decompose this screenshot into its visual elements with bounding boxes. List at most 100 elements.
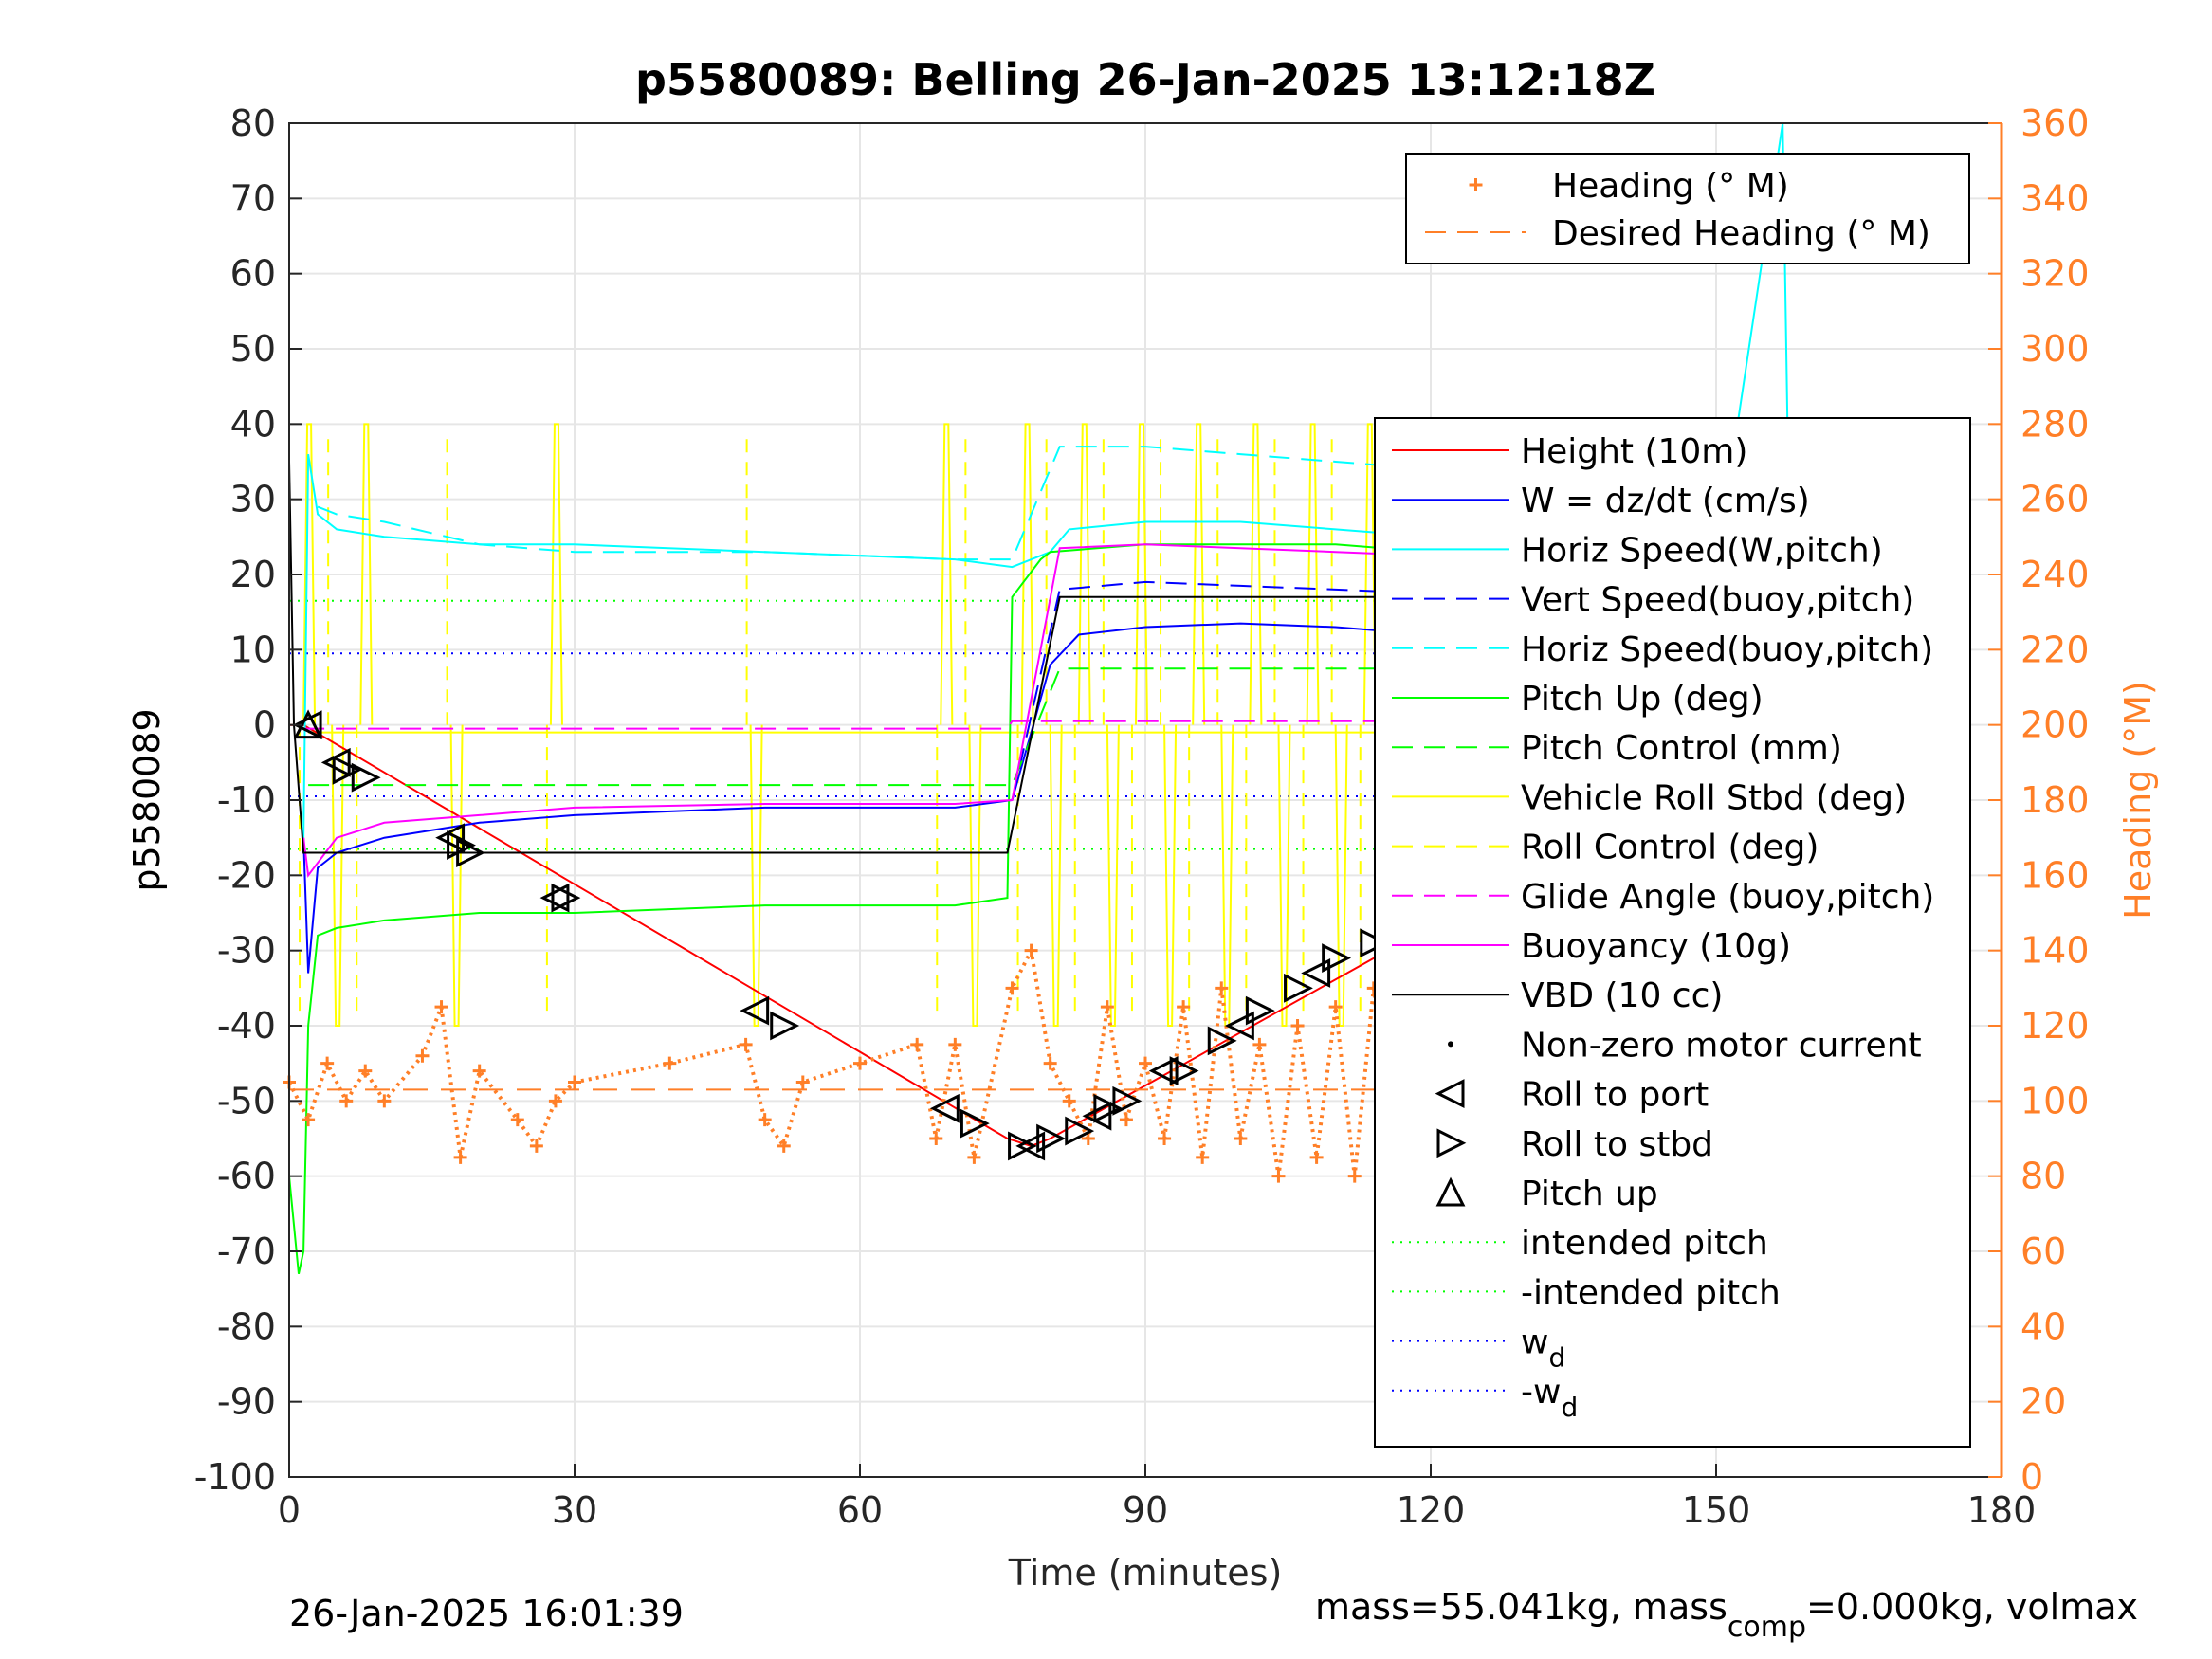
legend-swatch <box>1469 178 1483 191</box>
y-tick-label: -40 <box>217 1005 276 1047</box>
x-tick-label: 150 <box>1682 1489 1751 1531</box>
roll-spike <box>1106 724 1120 1027</box>
heading-point <box>1024 943 1038 957</box>
roll-to-stbd-marker <box>770 1011 800 1041</box>
y2-tick-label: 180 <box>2020 779 2090 821</box>
roll-to-stbd-marker <box>1065 1116 1095 1146</box>
roll-to-stbd-marker <box>1207 1026 1237 1056</box>
roll-spike <box>1306 423 1320 725</box>
y-tick-label: 30 <box>230 479 276 520</box>
roll-to-port-marker <box>1301 958 1331 988</box>
heading-point <box>320 1056 335 1070</box>
roll-to-port-marker <box>740 995 770 1026</box>
legend-main-label: Roll to port <box>1521 1076 1709 1115</box>
roll-to-port-marker <box>1224 1011 1254 1041</box>
legend-main-label: wd <box>1521 1323 1565 1374</box>
heading-point <box>929 1132 943 1145</box>
legend-main-label: Vert Speed(buoy,pitch) <box>1521 581 1914 620</box>
heading-point <box>453 1150 467 1164</box>
roll-to-stbd-marker <box>1008 1131 1037 1161</box>
roll-spike <box>549 423 563 725</box>
heading-point <box>415 1048 430 1063</box>
roll-to-stbd-marker <box>1360 928 1390 958</box>
heading-point <box>1100 1000 1114 1014</box>
heading-point <box>1215 981 1229 995</box>
x-tick-label: 120 <box>1397 1489 1466 1531</box>
y2-tick-label: 280 <box>2020 403 2090 445</box>
roll-spike <box>449 724 464 1027</box>
heading-point <box>1309 1150 1324 1164</box>
y-tick-label: -50 <box>217 1080 276 1121</box>
roll-spike <box>359 423 374 725</box>
footer-mass-info: mass=55.041kg, masscomp=0.000kg, volmax <box>1315 1586 2138 1644</box>
legend-main-label: Roll Control (deg) <box>1521 829 1819 867</box>
heading-point <box>1062 1094 1076 1108</box>
y2-tick-label: 140 <box>2020 930 2090 972</box>
y2-tick-label: 200 <box>2020 704 2090 746</box>
heading-point <box>910 1037 924 1051</box>
legend-main-label: Vehicle Roll Stbd (deg) <box>1521 778 1907 817</box>
roll-to-port-marker <box>929 1093 960 1123</box>
roll-to-port-marker <box>1148 1056 1179 1086</box>
legend-main: Height (10m) W = dz/dt (cm/s) Horiz Speed(… <box>1374 417 1971 1448</box>
roll-spike <box>1020 423 1034 725</box>
y2-tick-label: 300 <box>2020 328 2090 370</box>
legend-main-label: Horiz Speed(buoy,pitch) <box>1521 630 1933 669</box>
y-tick-label: -20 <box>217 854 276 896</box>
roll-spike <box>1334 724 1348 1027</box>
roll-to-stbd-marker <box>1284 973 1313 1003</box>
y2-tick-label: 160 <box>2020 854 2090 896</box>
y-tick-label: 20 <box>230 554 276 595</box>
series-vbd-10-cc <box>288 461 1783 854</box>
y-tick-label: 50 <box>230 328 276 370</box>
legend-swatch <box>1436 1128 1467 1158</box>
legend-main-label: W = dz/dt (cm/s) <box>1521 482 1810 520</box>
heading-point <box>434 1000 448 1014</box>
x-tick-label: 90 <box>1123 1489 1168 1531</box>
heading-point <box>339 1094 354 1108</box>
y2-tick-label: 320 <box>2020 253 2090 295</box>
roll-to-stbd-marker <box>1112 1085 1143 1116</box>
roll-to-stbd-marker <box>1036 1123 1067 1154</box>
legend-heading: Heading (° M) Desired Heading (° M) <box>1405 153 1970 264</box>
heading-point <box>1347 1169 1362 1183</box>
heading-point <box>548 1094 562 1108</box>
roll-to-port-marker <box>435 823 466 853</box>
heading-point <box>777 1139 791 1153</box>
heading-point <box>1005 981 1019 995</box>
legend-main-label: Buoyancy (10g) <box>1521 927 1791 966</box>
roll-spike <box>1077 423 1091 725</box>
heading-point <box>1043 1056 1057 1070</box>
y-tick-label: 0 <box>253 704 276 746</box>
heading-point <box>472 1064 486 1078</box>
x-tick-label: 30 <box>552 1489 597 1531</box>
y-tick-label: 70 <box>230 177 276 219</box>
heading-point <box>1196 1150 1210 1164</box>
heading-point <box>853 1056 867 1070</box>
legend-main-label: Non-zero motor current <box>1521 1026 1922 1065</box>
legend-main-label: Height (10m) <box>1521 432 1747 471</box>
heading-point <box>663 1056 677 1070</box>
roll-to-port-marker <box>1082 1101 1112 1131</box>
roll-spike <box>968 724 982 1027</box>
y2-tick-label: 100 <box>2020 1080 2090 1121</box>
heading-point <box>1234 1132 1248 1145</box>
y2-tick-label: 240 <box>2020 554 2090 595</box>
axes: 0 30 60 90 120 150 18080706050403020100-10-20-… <box>194 102 2090 1531</box>
heading-point <box>510 1113 524 1127</box>
roll-to-port-marker <box>320 747 351 777</box>
roll-to-port-marker <box>539 883 570 913</box>
y-tick-label: -70 <box>217 1231 276 1272</box>
heading-point <box>1252 1037 1267 1051</box>
roll-to-stbd-marker <box>447 830 476 861</box>
y2-tick-label: 360 <box>2020 102 2090 144</box>
roll-to-port-marker <box>1015 1131 1046 1161</box>
heading-point <box>1271 1169 1286 1183</box>
roll-spike <box>1163 724 1178 1027</box>
x-tick-label: 180 <box>1967 1489 2037 1531</box>
roll-spike <box>1277 724 1291 1027</box>
heading-point <box>1081 1132 1095 1145</box>
roll-to-stbd-marker <box>1093 1093 1124 1123</box>
legend-heading-label: Heading (° M) <box>1552 167 1789 206</box>
legend-main-label: Horiz Speed(W,pitch) <box>1521 531 1883 570</box>
